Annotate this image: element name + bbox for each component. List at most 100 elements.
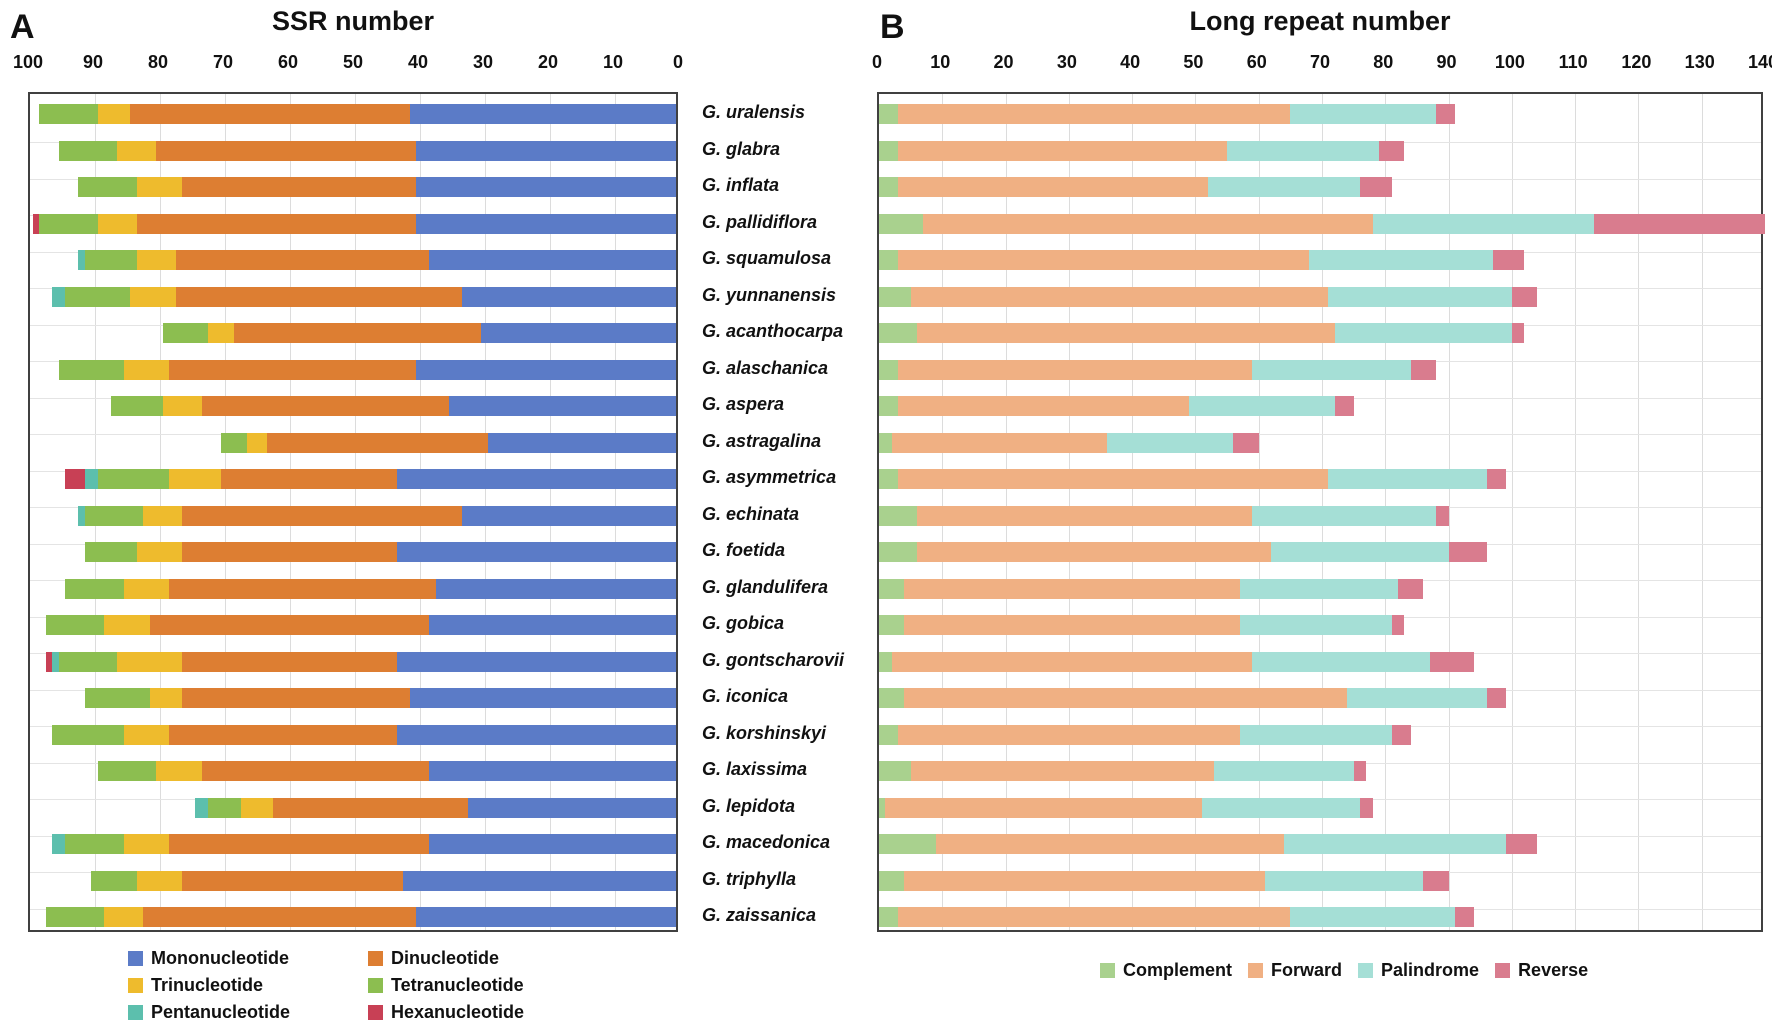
bar-segment-mononucleotide <box>396 469 676 489</box>
bar-segment-mononucleotide <box>416 213 676 234</box>
tick-label: 100 <box>1494 52 1525 72</box>
bar-segment-tetranucleotide <box>52 724 124 745</box>
bar-segment-mononucleotide <box>448 396 676 416</box>
species-label: G. gobica <box>702 613 785 633</box>
bar-segment-tetranucleotide <box>65 578 124 599</box>
bar-segment-reverse <box>1511 286 1538 307</box>
bar-segment-complement <box>879 724 898 745</box>
bar-row <box>30 396 676 416</box>
bar-segment-dinucleotide <box>182 505 462 526</box>
bar-segment-mononucleotide <box>481 323 676 343</box>
bar-segment-complement <box>879 469 898 489</box>
bar-row <box>30 688 676 708</box>
bar-row <box>30 469 676 489</box>
bar-segment-reverse <box>1492 250 1525 270</box>
bar-segment-trinucleotide <box>136 177 182 197</box>
bar-segment-mononucleotide <box>416 177 676 197</box>
bar-segment-dinucleotide <box>182 870 403 891</box>
species-label: G. alaschanica <box>702 357 829 378</box>
legend-label: Complement <box>1123 960 1233 980</box>
panel-b-plot-area <box>877 92 1765 932</box>
bar-segment-palindrome <box>1208 177 1360 197</box>
bar-segment-trinucleotide <box>97 104 130 124</box>
bar-segment-trinucleotide <box>104 907 143 927</box>
bar-segment-dinucleotide <box>136 213 416 234</box>
tick-label: 100 <box>12 52 44 72</box>
bar-row <box>879 505 1761 526</box>
bar-segment-mononucleotide <box>409 104 676 124</box>
bar-segment-tetranucleotide <box>97 469 169 489</box>
bar-segment-palindrome <box>1271 542 1449 562</box>
legend-item: Pentanucleotide <box>128 1002 368 1023</box>
legend-label: Trinucleotide <box>151 975 264 995</box>
bar-segment-reverse <box>1378 140 1405 161</box>
tick-label: 90 <box>82 52 104 72</box>
bar-segment-palindrome <box>1252 651 1430 672</box>
bar-segment-trinucleotide <box>104 615 150 635</box>
bar-segment-forward <box>897 177 1209 197</box>
bar-segment-mononucleotide <box>429 834 676 854</box>
bar-segment-reverse <box>1233 432 1259 453</box>
bar-row <box>879 688 1761 708</box>
bar-segment-trinucleotide <box>123 359 169 380</box>
bar-segment-forward <box>897 359 1253 380</box>
bar-segment-tetranucleotide <box>84 542 137 562</box>
bar-segment-dinucleotide <box>201 396 449 416</box>
bar-segment-mononucleotide <box>409 688 676 708</box>
bar-segment-reverse <box>1435 104 1455 124</box>
bar-segment-complement <box>879 542 917 562</box>
bar-segment-pentanucleotide <box>52 286 65 307</box>
bar-segment-complement <box>879 396 898 416</box>
bar-segment-dinucleotide <box>182 542 397 562</box>
tick-label: 20 <box>993 52 1014 72</box>
species-label: G. laxissima <box>702 759 808 779</box>
bar-row <box>879 140 1761 161</box>
bar-segment-tetranucleotide <box>84 250 137 270</box>
legend-label: Pentanucleotide <box>151 1002 291 1022</box>
bar-segment-dinucleotide <box>201 761 429 781</box>
bar-row <box>30 286 676 307</box>
bar-segment-mononucleotide <box>396 651 676 672</box>
legend-item: Palindrome <box>1358 960 1479 981</box>
bar-segment-mononucleotide <box>396 542 676 562</box>
gridline-vertical <box>1575 94 1577 930</box>
tick-label: 90 <box>1436 52 1457 72</box>
bar-segment-mononucleotide <box>429 761 676 781</box>
species-label: G. squamulosa <box>702 248 832 268</box>
legend-swatch-trinucleotide-icon <box>128 978 143 993</box>
bar-segment-palindrome <box>1252 505 1436 526</box>
bar-segment-palindrome <box>1334 323 1512 343</box>
bar-segment-tetranucleotide <box>208 797 241 818</box>
legend-label: Reverse <box>1518 960 1589 980</box>
bar-segment-mononucleotide <box>396 724 676 745</box>
bar-segment-complement <box>879 359 898 380</box>
panel-b-title: Long repeat number <box>1189 6 1451 36</box>
legend-swatch-palindrome-icon <box>1358 963 1374 978</box>
bar-segment-tetranucleotide <box>45 907 104 927</box>
species-label: G. foetida <box>702 540 786 560</box>
bar-segment-forward <box>897 104 1291 124</box>
species-label: G. uralensis <box>702 102 806 122</box>
gridline-vertical <box>1511 94 1513 930</box>
tick-label: 80 <box>1373 52 1394 72</box>
bar-segment-trinucleotide <box>208 323 234 343</box>
legend-item: Trinucleotide <box>128 975 368 996</box>
tick-label: 10 <box>930 52 951 72</box>
bar-segment-reverse <box>1353 761 1367 781</box>
bar-row <box>30 250 676 270</box>
bar-row <box>30 761 676 781</box>
tick-label: 70 <box>1309 52 1331 72</box>
tick-label: 0 <box>871 52 883 72</box>
legend-label: Palindrome <box>1381 960 1480 980</box>
bar-segment-palindrome <box>1290 104 1436 124</box>
bar-segment-reverse <box>1410 359 1436 380</box>
tick-label: 60 <box>1246 52 1267 72</box>
bar-row <box>879 870 1761 891</box>
bar-segment-trinucleotide <box>162 396 202 416</box>
bar-segment-trinucleotide <box>156 761 202 781</box>
bar-row <box>30 651 676 672</box>
bar-segment-dinucleotide <box>149 615 429 635</box>
legend-label: Mononucleotide <box>151 948 289 968</box>
bar-segment-mononucleotide <box>416 359 676 380</box>
bar-segment-forward <box>897 724 1240 745</box>
